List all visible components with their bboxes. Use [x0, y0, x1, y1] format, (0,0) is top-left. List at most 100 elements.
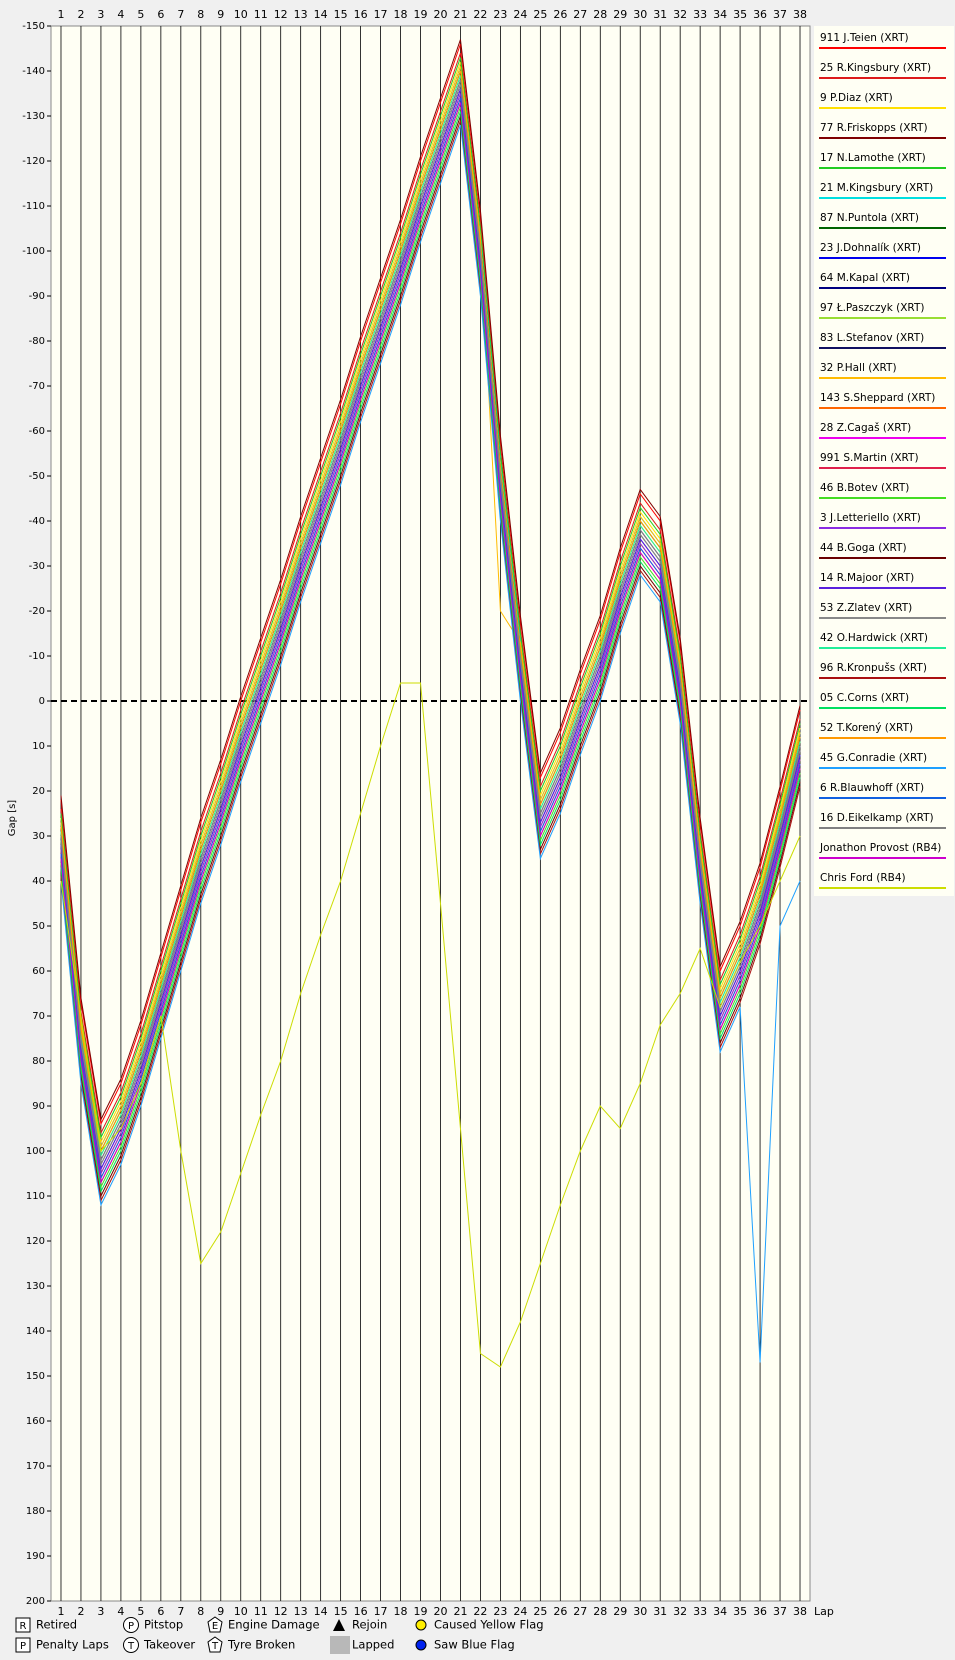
legend-label: 14 R.Majoor (XRT)	[820, 572, 914, 584]
x-tick-label-top: 20	[433, 8, 447, 21]
y-tick-label: 90	[32, 1101, 45, 1112]
x-tick-label-top: 3	[97, 8, 104, 21]
x-tick-label-top: 37	[773, 8, 787, 21]
x-tick-label-top: 27	[573, 8, 587, 21]
series-line	[60, 79, 801, 1162]
y-axis-title: Gap [s]	[7, 800, 18, 837]
series-line	[60, 75, 801, 1158]
x-tick-label-top: 10	[234, 8, 248, 21]
x-tick-label: 25	[533, 1605, 547, 1618]
y-tick-label: 10	[32, 741, 45, 752]
series-line	[60, 70, 801, 1153]
legend-label: 28 Z.Cagaš (XRT)	[820, 422, 911, 434]
x-tick-label: 12	[274, 1605, 288, 1618]
x-tick-label: 16	[354, 1605, 368, 1618]
marker-legend-label: Pitstop	[144, 1618, 183, 1632]
y-tick-label: 80	[32, 1056, 45, 1067]
x-tick-label: 27	[573, 1605, 587, 1618]
y-tick-label: 100	[26, 1146, 45, 1157]
legend-icon-letter: T	[127, 1641, 135, 1652]
x-tick-label: 29	[613, 1605, 627, 1618]
legend-label: 87 N.Puntola (XRT)	[820, 212, 919, 224]
x-tick-label: 32	[673, 1605, 687, 1618]
legend-label: 16 D.Eikelkamp (XRT)	[820, 812, 934, 824]
x-tick-label: 4	[117, 1605, 124, 1618]
legend-label: 96 R.Kronpušs (XRT)	[820, 662, 927, 674]
legend-label: 97 Ł.Paszczyk (XRT)	[820, 302, 924, 314]
legend-icon	[15, 1637, 31, 1653]
y-tick-label: -150	[22, 21, 45, 32]
x-tick-label-top: 7	[177, 8, 184, 21]
x-tick-label-top: 23	[493, 8, 507, 21]
series-line	[60, 124, 801, 1363]
legend-label: 05 C.Corns (XRT)	[820, 692, 909, 704]
legend-label: 911 J.Teien (XRT)	[820, 32, 909, 44]
y-tick-label: -40	[29, 516, 45, 527]
x-tick-label-top: 2	[77, 8, 84, 21]
legend-icon	[415, 1639, 427, 1651]
series-line	[60, 682, 801, 1368]
x-tick-label: 19	[414, 1605, 428, 1618]
legend-label: 6 R.Blauwhoff (XRT)	[820, 782, 924, 794]
legend-label: Jonathon Provost (RB4)	[819, 842, 941, 854]
legend-icon-letter: T	[211, 1641, 219, 1652]
x-tick-label-top: 30	[633, 8, 647, 21]
x-tick-label: 9	[217, 1605, 224, 1618]
marker-legend-label: Lapped	[352, 1638, 394, 1652]
series-line	[60, 93, 801, 1176]
y-tick-label: -30	[29, 561, 45, 572]
x-tick-label-top: 36	[753, 8, 767, 21]
x-tick-label-top: 1	[57, 8, 64, 21]
legend-label: 83 L.Stefanov (XRT)	[820, 332, 924, 344]
x-tick-label: 28	[593, 1605, 607, 1618]
marker-legend-label: Tyre Broken	[227, 1638, 295, 1652]
x-tick-label-top: 35	[733, 8, 747, 21]
legend-icon	[15, 1617, 31, 1633]
x-tick-label: 10	[234, 1605, 248, 1618]
y-tick-label: 130	[26, 1281, 45, 1292]
legend-label: 17 N.Lamothe (XRT)	[820, 152, 926, 164]
series-line	[60, 57, 801, 1140]
x-tick-label-top: 9	[217, 8, 224, 21]
marker-legend-label: Retired	[36, 1618, 77, 1632]
x-tick-label-top: 6	[157, 8, 164, 21]
x-tick-label: 33	[693, 1605, 707, 1618]
x-tick-label-top: 13	[294, 8, 308, 21]
y-tick-label: -90	[29, 291, 45, 302]
legend-icon-letter: P	[20, 1641, 26, 1652]
x-tick-label: 15	[334, 1605, 348, 1618]
x-tick-label-top: 15	[334, 8, 348, 21]
x-tick-label: 37	[773, 1605, 787, 1618]
series-line	[60, 106, 801, 1189]
y-tick-label: 30	[32, 831, 45, 842]
series-line	[60, 52, 801, 1135]
x-tick-label-top: 16	[354, 8, 368, 21]
legend-label: 23 J.Dohnalík (XRT)	[820, 242, 921, 254]
legend-label: 3 J.Letteriello (XRT)	[820, 512, 921, 524]
x-tick-label-top: 12	[274, 8, 288, 21]
series-line	[60, 120, 801, 1203]
marker-legend-label: Takeover	[143, 1638, 195, 1652]
marker-legend-label: Caused Yellow Flag	[434, 1618, 544, 1632]
x-tick-label-top: 14	[314, 8, 328, 21]
legend-label: Chris Ford (RB4)	[820, 872, 906, 884]
legend-label: 991 S.Martin (XRT)	[820, 452, 919, 464]
legend-label: 64 M.Kapal (XRT)	[820, 272, 910, 284]
x-tick-label-top: 24	[513, 8, 527, 21]
x-tick-label-top: 19	[414, 8, 428, 21]
x-tick-label: 34	[713, 1605, 727, 1618]
legend-label: 44 B.Goga (XRT)	[820, 542, 907, 554]
x-tick-label-top: 5	[137, 8, 144, 21]
x-tick-label: 8	[197, 1605, 204, 1618]
marker-legend-label: Penalty Laps	[36, 1638, 109, 1652]
legend-label: 25 R.Kingsbury (XRT)	[820, 62, 931, 74]
legend-label: 32 P.Hall (XRT)	[820, 362, 897, 374]
legend-label: 45 G.Conradie (XRT)	[820, 752, 927, 764]
series-line	[60, 102, 801, 1185]
x-tick-label-top: 18	[394, 8, 408, 21]
y-tick-label: 120	[26, 1236, 45, 1247]
plot-area	[50, 25, 811, 1602]
y-tick-label: 0	[39, 696, 45, 707]
y-tick-label: -110	[22, 201, 45, 212]
